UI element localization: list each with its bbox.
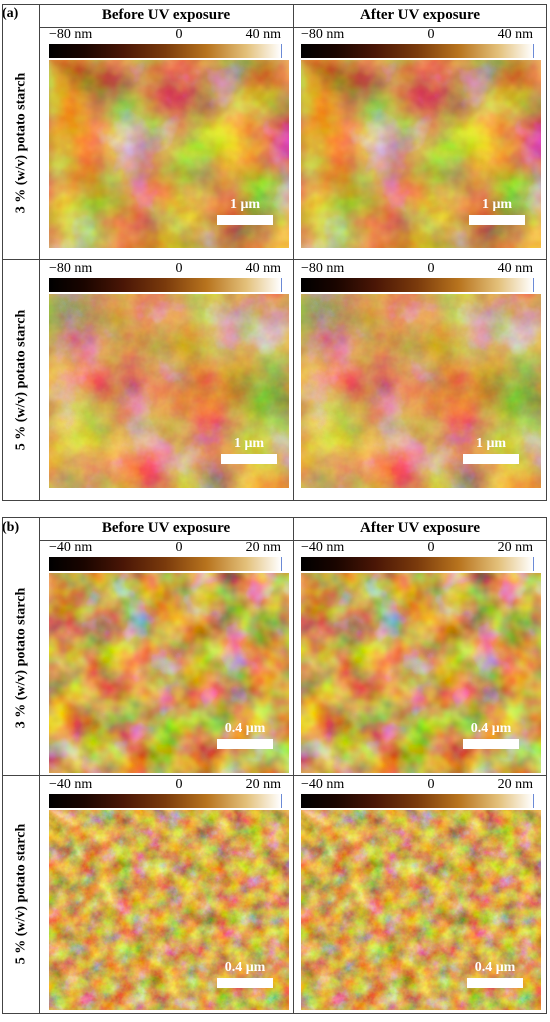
afm-image: 1 μm: [49, 60, 289, 248]
colorbar-max-label: 20 nm: [497, 777, 533, 792]
colorbar: [301, 794, 534, 808]
row-label-5pct: 5 % (w/v) potato starch: [13, 823, 29, 965]
afm-image: 0.4 μm: [49, 573, 289, 773]
divider: [293, 518, 294, 1013]
colorbar-min-label: −80 nm: [301, 27, 345, 42]
colorbar-mid-label: 0: [427, 540, 435, 555]
scale-bar: [217, 978, 273, 988]
colorbar-labels: −40 nm 0 20 nm: [49, 540, 289, 556]
colorbar-min-label: −80 nm: [49, 261, 93, 276]
panel-label-a: (a): [2, 6, 19, 21]
colorbar: [301, 44, 534, 58]
colorbar-max-label: 20 nm: [245, 777, 281, 792]
scale-bar: [463, 454, 519, 464]
row-label-3pct: 3 % (w/v) potato starch: [13, 72, 29, 214]
colorbar: [49, 278, 282, 292]
colorbar-min-label: −40 nm: [49, 777, 93, 792]
scale-bar-label: 1 μm: [233, 436, 265, 451]
colorbar-labels: −80 nm 0 40 nm: [301, 27, 541, 43]
divider: [3, 259, 546, 260]
afm-image: 0.4 μm: [301, 573, 541, 773]
column-title-after: After UV exposure: [360, 7, 480, 23]
colorbar-mid-label: 0: [427, 777, 435, 792]
panel-b-grid: Before UV exposure After UV exposure 3 %…: [2, 517, 547, 1014]
colorbar: [49, 44, 282, 58]
scale-bar: [467, 978, 523, 988]
scale-bar-label: 1 μm: [481, 197, 513, 212]
colorbar-labels: −80 nm 0 40 nm: [49, 261, 289, 277]
scale-bar-label: 1 μm: [475, 436, 507, 451]
scale-bar-label: 1 μm: [229, 197, 261, 212]
divider: [39, 27, 546, 28]
column-title-after: After UV exposure: [360, 520, 480, 536]
colorbar-labels: −40 nm 0 20 nm: [49, 777, 289, 793]
colorbar-labels: −40 nm 0 20 nm: [301, 540, 541, 556]
row-label-5pct: 5 % (w/v) potato starch: [13, 309, 29, 451]
afm-image: 0.4 μm: [49, 810, 289, 1010]
afm-image: 1 μm: [49, 294, 289, 488]
colorbar-max-label: 40 nm: [497, 27, 533, 42]
colorbar-mid-label: 0: [427, 261, 435, 276]
row-label-3pct: 3 % (w/v) potato starch: [13, 587, 29, 728]
colorbar-mid-label: 0: [175, 777, 183, 792]
colorbar-mid-label: 0: [175, 540, 183, 555]
colorbar-min-label: −40 nm: [49, 540, 93, 555]
divider: [293, 5, 294, 500]
divider: [3, 775, 546, 776]
afm-image: 0.4 μm: [301, 810, 541, 1010]
colorbar: [301, 557, 534, 571]
colorbar-labels: −80 nm 0 40 nm: [49, 27, 289, 43]
divider: [39, 518, 40, 1013]
colorbar: [49, 557, 282, 571]
column-title-before: Before UV exposure: [101, 520, 231, 536]
panel-label-b: (b): [2, 520, 20, 535]
colorbar-max-label: 40 nm: [245, 27, 281, 42]
colorbar-labels: −80 nm 0 40 nm: [301, 261, 541, 277]
colorbar-min-label: −40 nm: [301, 540, 345, 555]
scale-bar: [217, 739, 273, 749]
scale-bar: [217, 215, 273, 225]
scale-bar: [469, 215, 525, 225]
colorbar: [301, 278, 534, 292]
colorbar-mid-label: 0: [427, 27, 435, 42]
scale-bar: [463, 739, 519, 749]
colorbar-min-label: −40 nm: [301, 777, 345, 792]
colorbar-labels: −40 nm 0 20 nm: [301, 777, 541, 793]
afm-image: 1 μm: [301, 294, 541, 488]
scale-bar-label: 0.4 μm: [470, 721, 512, 736]
scale-bar-label: 0.4 μm: [474, 960, 516, 975]
column-title-before: Before UV exposure: [101, 7, 231, 23]
colorbar-mid-label: 0: [175, 261, 183, 276]
scale-bar-label: 0.4 μm: [224, 960, 266, 975]
colorbar-mid-label: 0: [175, 27, 183, 42]
colorbar-max-label: 20 nm: [245, 540, 281, 555]
colorbar-max-label: 40 nm: [245, 261, 281, 276]
colorbar-max-label: 20 nm: [497, 540, 533, 555]
colorbar-max-label: 40 nm: [497, 261, 533, 276]
colorbar-min-label: −80 nm: [301, 261, 345, 276]
colorbar-min-label: −80 nm: [49, 27, 93, 42]
divider: [39, 540, 546, 541]
divider: [39, 5, 40, 500]
panel-a-grid: Before UV exposure After UV exposure 3 %…: [2, 4, 547, 501]
colorbar: [49, 794, 282, 808]
scale-bar: [221, 454, 277, 464]
scale-bar-label: 0.4 μm: [224, 721, 266, 736]
afm-image: 1 μm: [301, 60, 541, 248]
